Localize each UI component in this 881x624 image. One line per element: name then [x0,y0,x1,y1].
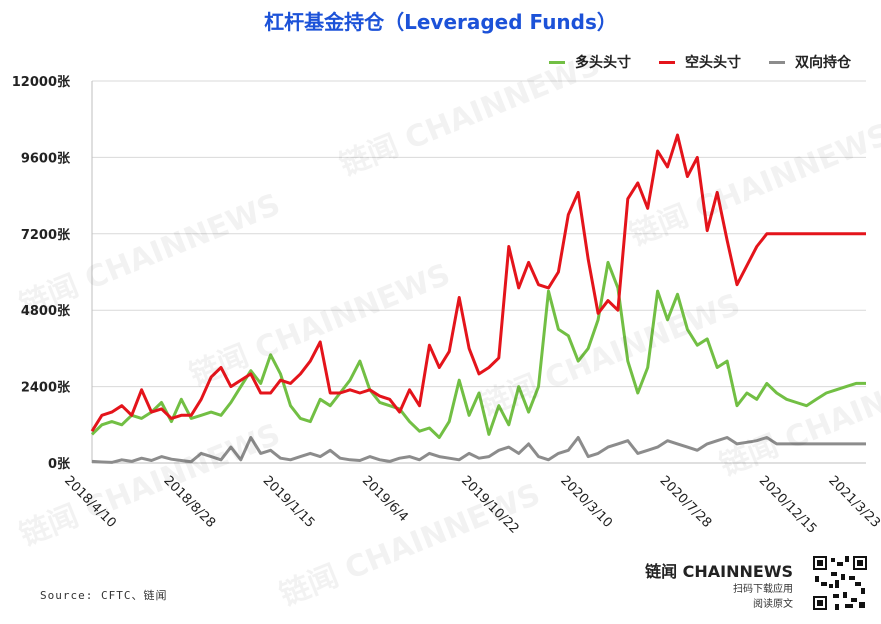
legend-swatch-long [549,60,565,64]
x-tick-label: 2020/3/10 [557,473,615,531]
legend-label-short: 空头头寸 [685,55,741,71]
x-tick-label: 2018/4/10 [61,473,119,531]
y-tick-label: 12000张 [12,75,71,90]
legend-item-spread: 双向持仓 [769,52,851,72]
brand-line-2: 阅读原文 [753,599,793,610]
x-tick-label: 2019/10/22 [458,473,522,537]
x-tick-label: 2020/12/15 [756,473,820,537]
source-note: Source: CFTC、链闻 [40,589,168,602]
legend-label-long: 多头头寸 [575,55,631,71]
series-line-short [90,133,866,432]
brand-block: 链闻 CHAINNEWS 扫码下载应用 阅读原文 [645,558,793,612]
y-tick-label: 9600张 [21,151,71,166]
y-tick-label: 0张 [48,457,71,472]
x-tick-label: 2020/7/28 [657,473,715,531]
x-tick-label: 2019/6/4 [359,473,411,525]
legend-swatch-short [659,60,675,64]
legend-swatch-spread [769,60,785,64]
chart-legend: 多头头寸 空头头寸 双向持仓 [549,52,851,72]
x-tick-label: 2018/8/28 [160,473,218,531]
series-line-spread [91,436,866,464]
legend-item-short: 空头头寸 [659,52,741,72]
y-tick-label: 7200张 [21,228,71,243]
y-tick-label: 2400张 [21,381,71,396]
legend-label-spread: 双向持仓 [795,55,851,71]
x-tick-label: 2021/3/23 [825,473,881,531]
legend-item-long: 多头头寸 [549,52,631,72]
series-line-long [90,260,866,439]
chart-title: 杠杆基金持仓（Leveraged Funds） [264,10,617,34]
qr-code-icon[interactable] [811,554,869,612]
brand-name: 链闻 CHAINNEWS [645,562,793,581]
y-tick-label: 4800张 [21,304,71,319]
x-tick-label: 2019/1/15 [260,473,318,531]
brand-line-1: 扫码下载应用 [733,584,793,595]
